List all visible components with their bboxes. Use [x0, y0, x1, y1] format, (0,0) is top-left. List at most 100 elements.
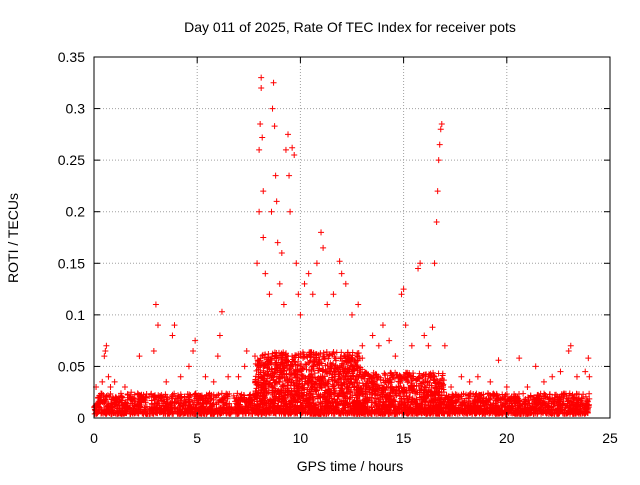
data-point	[139, 397, 146, 404]
data-point	[186, 398, 193, 405]
data-point	[192, 404, 199, 411]
data-point	[247, 401, 254, 408]
data-point	[309, 291, 316, 298]
data-point	[435, 157, 442, 164]
x-tick-label: 15	[396, 430, 412, 446]
data-point	[516, 355, 523, 362]
data-point	[152, 392, 159, 399]
data-point	[241, 396, 248, 403]
chart-title: Day 011 of 2025, Rate Of TEC Index for r…	[184, 19, 516, 35]
data-point	[131, 404, 138, 411]
data-point	[107, 384, 114, 391]
data-point	[269, 105, 276, 112]
data-point	[230, 406, 237, 413]
data-point	[291, 151, 298, 158]
data-point	[258, 84, 265, 91]
data-point	[150, 347, 157, 354]
data-point	[221, 397, 228, 404]
data-point	[195, 399, 202, 406]
data-point	[503, 384, 510, 391]
data-point	[318, 229, 325, 236]
data-point	[132, 399, 139, 406]
data-point	[586, 373, 593, 380]
data-point	[100, 392, 107, 399]
data-point	[242, 403, 249, 410]
data-point	[214, 410, 221, 417]
data-point	[241, 407, 248, 414]
data-point	[226, 404, 233, 411]
data-point	[141, 404, 148, 411]
data-point	[262, 270, 269, 277]
y-tick-label: 0.35	[58, 49, 85, 65]
data-point	[437, 126, 444, 133]
data-point	[417, 260, 424, 267]
data-point	[176, 407, 183, 414]
data-point	[171, 390, 178, 397]
data-point	[185, 363, 192, 370]
data-point	[111, 378, 118, 385]
data-point	[136, 398, 143, 405]
data-point	[248, 397, 255, 404]
data-point	[210, 409, 217, 416]
data-point	[148, 397, 155, 404]
data-point	[246, 392, 253, 399]
data-point	[273, 198, 280, 205]
data-point	[524, 384, 531, 391]
data-point	[218, 409, 225, 416]
data-point	[286, 172, 293, 179]
data-point	[186, 391, 193, 398]
data-point	[224, 391, 231, 398]
data-point	[234, 410, 241, 417]
data-point	[434, 188, 441, 195]
data-point	[297, 311, 304, 318]
data-point	[136, 391, 143, 398]
data-point	[99, 378, 106, 385]
data-point	[433, 219, 440, 226]
data-point	[147, 405, 154, 412]
data-point	[392, 353, 399, 360]
data-point	[157, 393, 164, 400]
data-point	[210, 378, 217, 385]
data-point	[324, 301, 331, 308]
data-point	[213, 392, 220, 399]
data-point	[386, 337, 393, 344]
data-point	[448, 384, 455, 391]
data-point	[234, 390, 241, 397]
data-point	[109, 407, 116, 414]
data-point	[260, 188, 267, 195]
data-point	[171, 322, 178, 329]
data-point	[185, 405, 192, 412]
data-point	[208, 395, 215, 402]
data-point	[289, 144, 296, 151]
x-axis-label: GPS time / hours	[297, 458, 404, 474]
data-point	[257, 121, 264, 128]
data-point	[268, 208, 275, 215]
data-point	[127, 407, 134, 414]
data-point	[438, 121, 445, 128]
data-point	[487, 378, 494, 385]
data-point	[349, 311, 355, 318]
data-point	[237, 395, 244, 402]
data-point	[102, 409, 109, 416]
data-point	[565, 347, 572, 354]
data-point	[251, 353, 258, 360]
data-point	[203, 398, 210, 405]
data-point	[244, 407, 251, 414]
data-point	[202, 373, 209, 380]
data-point	[429, 324, 436, 331]
data-point	[532, 363, 539, 370]
data-point	[466, 378, 473, 385]
data-point	[158, 397, 165, 404]
data-point	[190, 347, 197, 354]
data-point	[295, 291, 302, 298]
data-point	[199, 404, 206, 411]
data-point	[129, 400, 136, 407]
data-point	[355, 301, 362, 308]
data-point	[191, 397, 198, 404]
data-point	[195, 392, 202, 399]
data-point	[154, 322, 161, 329]
data-point	[270, 79, 277, 86]
data-point	[181, 409, 188, 416]
